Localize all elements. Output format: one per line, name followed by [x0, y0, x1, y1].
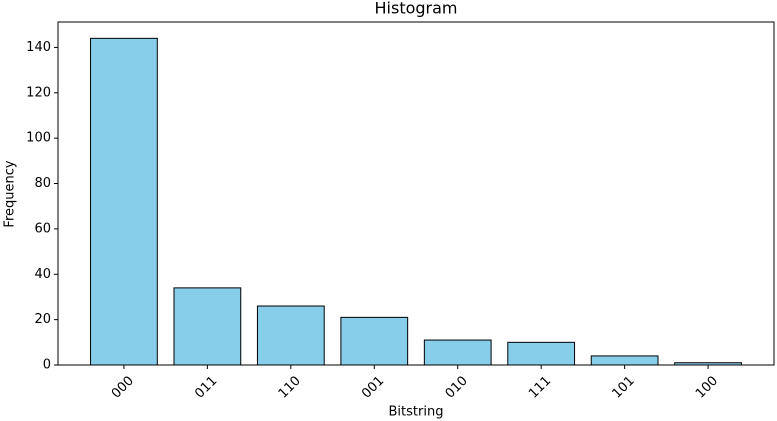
x-tick-label: 110: [276, 373, 304, 401]
y-tick-label: 80: [34, 176, 51, 191]
x-tick-label: 101: [610, 373, 638, 401]
chart-title: Histogram: [375, 0, 458, 18]
y-tick-label: 20: [34, 312, 51, 327]
x-axis-label: Bitstring: [389, 405, 444, 420]
bar: [173, 287, 242, 366]
y-tick-label: 100: [26, 131, 51, 146]
x-tick-label: 001: [359, 373, 387, 401]
x-tick-label: 010: [443, 373, 471, 401]
bar: [90, 37, 158, 366]
y-axis-label: Frequency: [3, 160, 18, 227]
y-tick-label: 40: [34, 267, 51, 282]
x-tick-label: 100: [693, 373, 721, 401]
bar: [256, 305, 325, 366]
x-tick-label: 011: [192, 373, 220, 401]
y-tick-label: 120: [26, 85, 51, 100]
x-tick-label: 111: [526, 373, 554, 401]
bar: [423, 339, 492, 366]
bar: [507, 341, 576, 366]
y-tick-label: 140: [26, 40, 51, 55]
y-tick-label: 60: [34, 221, 51, 236]
bar: [590, 355, 659, 366]
y-tick-label: 0: [43, 358, 51, 373]
x-tick-label: 000: [109, 373, 137, 401]
plot-frame: [57, 21, 775, 366]
bar: [340, 316, 409, 366]
